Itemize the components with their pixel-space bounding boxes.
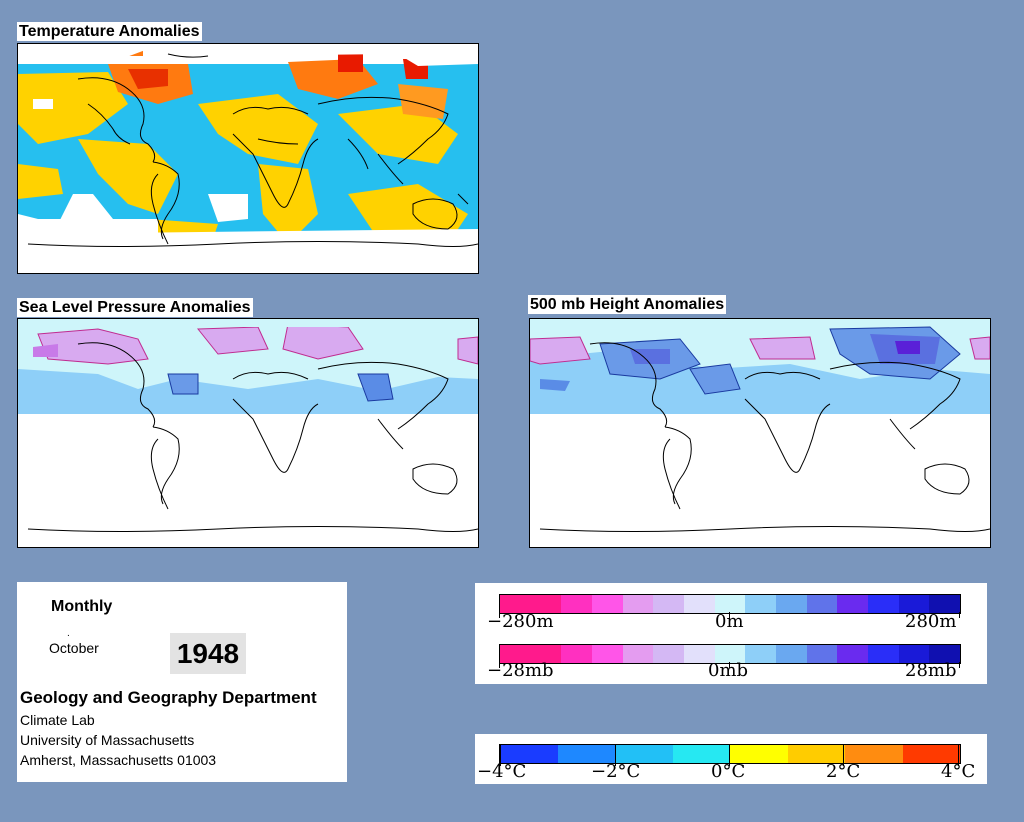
pressure-swatch-8 [745, 645, 777, 663]
height-label-max: 280m [905, 611, 957, 632]
height-color-bar [499, 594, 961, 614]
pressure-swatch-14 [929, 645, 961, 663]
department-name: Geology and Geography Department [20, 688, 317, 707]
pressure-swatch-10 [806, 645, 838, 663]
height-swatch-6 [684, 595, 715, 613]
pressure-swatch-12 [868, 645, 899, 663]
height-swatch-9 [776, 595, 807, 613]
pressure-tick-left [499, 662, 500, 668]
info-line-address: Amherst, Massachusetts 01003 [20, 752, 217, 768]
temperature-swatch-0 [500, 745, 558, 763]
dot-mark: . [67, 628, 70, 639]
temperature-swatch-6 [845, 745, 903, 763]
pressure-swatch-2 [561, 645, 593, 663]
height-swatch-5 [653, 595, 685, 613]
height-swatch-13 [898, 595, 930, 613]
temp-tick-3 [843, 744, 844, 766]
pressure-swatch-13 [898, 645, 930, 663]
temp-tick-0 [500, 744, 501, 766]
temp-label-zero: 0°C [711, 761, 746, 782]
temp-tick-1 [615, 744, 616, 766]
pressure-tick-center [729, 662, 730, 668]
height-label-zero: 0m [715, 611, 744, 632]
height-tick-left [499, 612, 500, 618]
height-swatch-4 [622, 595, 654, 613]
temperature-anomaly-map [17, 43, 479, 274]
year-label: 1948 [170, 633, 246, 674]
height500-map-graphic [530, 319, 990, 547]
period-label: Monthly [51, 598, 113, 615]
pressure-swatch-1 [530, 645, 562, 663]
temperature-swatch-4 [730, 745, 788, 763]
height-swatch-0 [500, 595, 531, 613]
height500-panel-title: 500 mb Height Anomalies [528, 295, 727, 314]
pressure-label-min: −28mb [487, 660, 554, 681]
pressure-swatch-4 [622, 645, 654, 663]
height-swatch-8 [745, 595, 777, 613]
pressure-swatch-9 [776, 645, 807, 663]
pressure-swatch-11 [837, 645, 869, 663]
height-tick-right [959, 612, 960, 618]
pressure-swatch-0 [500, 645, 531, 663]
slp-anomaly-map [17, 318, 479, 548]
temp-label-plus2: 2°C [826, 761, 861, 782]
pressure-swatch-6 [684, 645, 715, 663]
temperature-panel-title: Temperature Anomalies [17, 22, 202, 41]
temperature-map-graphic [18, 44, 478, 273]
height-swatch-7 [714, 595, 746, 613]
temp-label-minus2: −2°C [591, 761, 641, 782]
pressure-swatch-7 [714, 645, 746, 663]
temp-label-minus4: −4°C [477, 761, 527, 782]
info-panel: Monthly . October 1948 Geology and Geogr… [17, 582, 347, 782]
height-swatch-10 [806, 595, 838, 613]
temperature-color-bar [499, 744, 961, 764]
slp-map-graphic [18, 319, 478, 547]
temperature-swatch-7 [902, 745, 960, 763]
temperature-swatch-3 [672, 745, 730, 763]
temperature-swatch-1 [557, 745, 615, 763]
month-label: October [49, 640, 99, 656]
pressure-swatch-3 [592, 645, 623, 663]
temperature-swatch-2 [615, 745, 673, 763]
pressure-tick-right [959, 662, 960, 668]
temp-label-plus4: 4°C [941, 761, 976, 782]
height-swatch-11 [837, 595, 869, 613]
slp-panel-title: Sea Level Pressure Anomalies [17, 298, 253, 317]
height-pressure-legend: −280m 0m 280m −28mb 0mb 28mb [475, 583, 987, 684]
height-swatch-12 [868, 595, 899, 613]
pressure-color-bar [499, 644, 961, 664]
height-label-min: −280m [487, 611, 554, 632]
temp-tick-4 [958, 744, 959, 766]
pressure-swatch-5 [653, 645, 685, 663]
temp-tick-2 [729, 744, 730, 766]
height-swatch-2 [561, 595, 593, 613]
height500-anomaly-map [529, 318, 991, 548]
height-swatch-14 [929, 595, 961, 613]
height-swatch-1 [530, 595, 562, 613]
temperature-legend: −4°C −2°C 0°C 2°C 4°C [475, 734, 987, 784]
temperature-swatch-5 [787, 745, 845, 763]
pressure-label-zero: 0mb [708, 660, 749, 681]
pressure-label-max: 28mb [905, 660, 957, 681]
info-line-lab: Climate Lab [20, 712, 95, 728]
info-line-university: University of Massachusetts [20, 732, 195, 748]
height-swatch-3 [592, 595, 623, 613]
height-tick-center [729, 612, 730, 618]
